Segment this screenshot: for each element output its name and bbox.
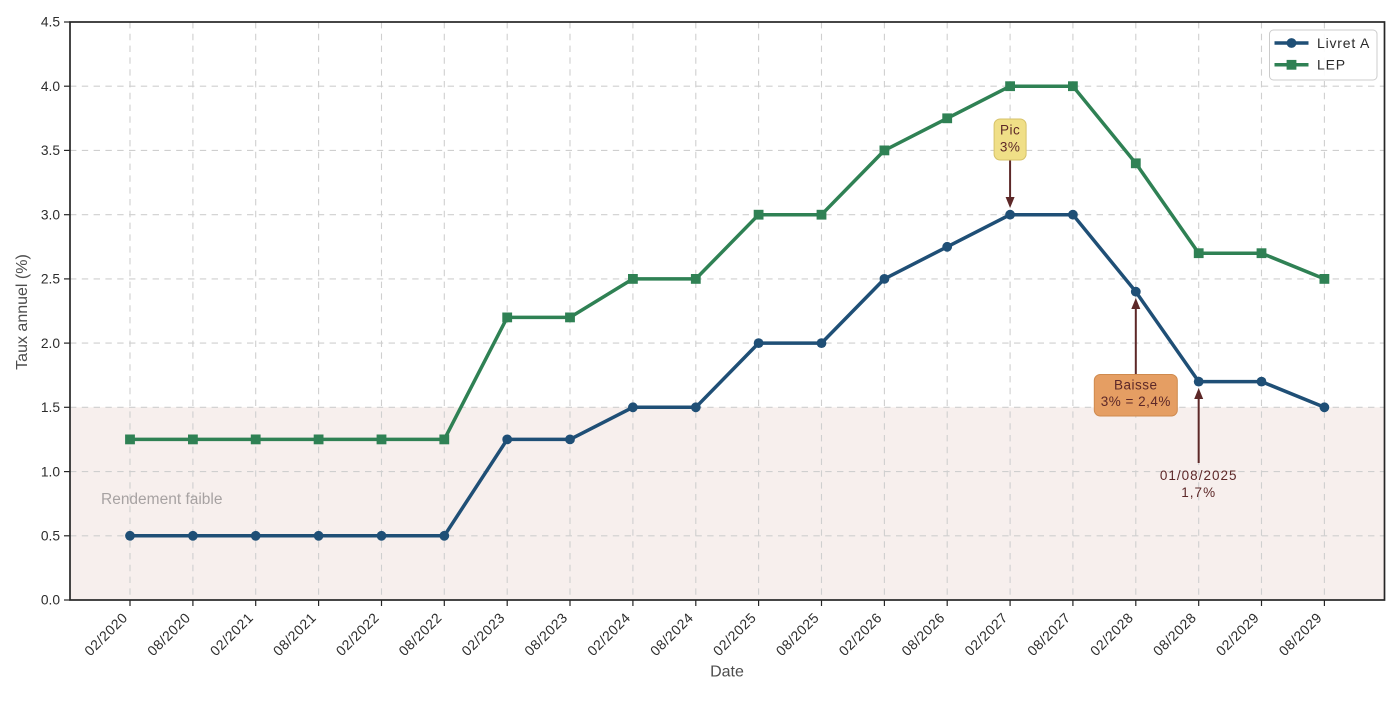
svg-text:3.5: 3.5 bbox=[41, 143, 61, 158]
svg-text:2.5: 2.5 bbox=[41, 272, 61, 287]
svg-text:0.5: 0.5 bbox=[41, 529, 61, 544]
svg-text:3% = 2,4%: 3% = 2,4% bbox=[1101, 394, 1171, 409]
svg-text:1.5: 1.5 bbox=[41, 400, 61, 415]
svg-text:1,7%: 1,7% bbox=[1181, 485, 1216, 500]
svg-text:3.0: 3.0 bbox=[41, 207, 61, 222]
svg-text:Rendement faible: Rendement faible bbox=[101, 491, 223, 508]
svg-text:Date: Date bbox=[710, 664, 744, 681]
svg-text:3%: 3% bbox=[1000, 140, 1021, 155]
svg-text:1.0: 1.0 bbox=[41, 464, 61, 479]
svg-text:2.0: 2.0 bbox=[41, 336, 61, 351]
svg-text:Baisse: Baisse bbox=[1114, 378, 1158, 393]
svg-text:Livret A: Livret A bbox=[1317, 35, 1370, 51]
svg-text:Pic: Pic bbox=[1000, 123, 1020, 138]
svg-text:01/08/2025: 01/08/2025 bbox=[1160, 468, 1238, 483]
svg-text:0.0: 0.0 bbox=[41, 593, 61, 608]
svg-text:4.0: 4.0 bbox=[41, 79, 61, 94]
svg-text:LEP: LEP bbox=[1317, 57, 1346, 73]
svg-text:4.5: 4.5 bbox=[41, 15, 61, 30]
svg-text:Taux annuel (%): Taux annuel (%) bbox=[14, 254, 31, 370]
